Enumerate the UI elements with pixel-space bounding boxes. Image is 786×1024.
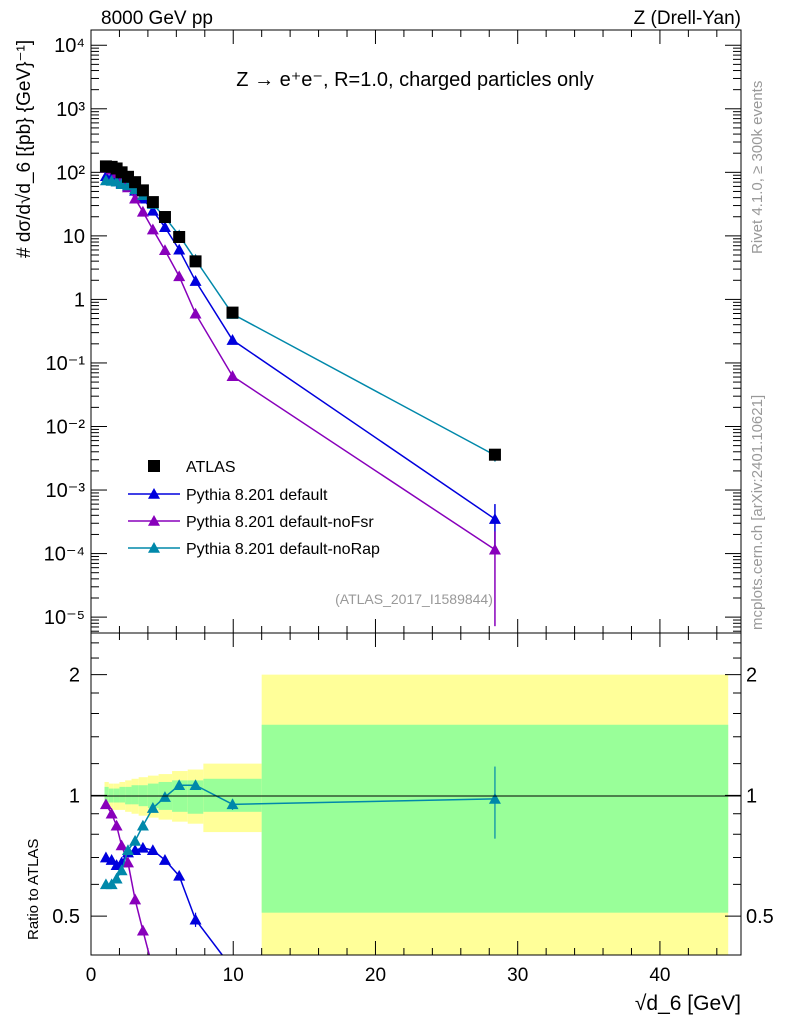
series-marker bbox=[488, 513, 501, 524]
ratio-segment bbox=[195, 784, 233, 805]
ratio-uncertainty-bands bbox=[104, 674, 729, 955]
ratio-marker bbox=[136, 924, 149, 936]
process-title: Z → e⁺e⁻, R=1.0, charged particles only bbox=[236, 69, 593, 91]
legend-label: Pythia 8.201 default-noFsr bbox=[186, 514, 374, 531]
ratio-tick-label-right: 0.5 bbox=[746, 906, 774, 928]
series-marker bbox=[173, 270, 186, 282]
ratio-marker bbox=[110, 819, 123, 831]
data-marker bbox=[189, 255, 202, 268]
band-stat bbox=[104, 786, 109, 803]
ratio-marker bbox=[158, 791, 171, 802]
ratio-marker bbox=[173, 779, 186, 791]
ratio-marker bbox=[115, 839, 128, 851]
data-marker bbox=[488, 448, 501, 461]
series-marker bbox=[146, 204, 159, 216]
series-marker bbox=[488, 543, 501, 555]
ratio-marker bbox=[226, 798, 239, 810]
y-tick-label: 10 bbox=[63, 226, 85, 248]
ratio-marker bbox=[158, 854, 171, 865]
ratio-segment bbox=[178, 875, 197, 920]
y-tick-label: 10⁴ bbox=[54, 35, 85, 57]
y-tick-label: 1 bbox=[74, 289, 85, 311]
series-marker bbox=[189, 307, 202, 319]
y-tick-label: 10² bbox=[56, 162, 85, 184]
ratio-segment bbox=[134, 899, 144, 931]
y-tick-label: 10⁻⁴ bbox=[44, 544, 85, 566]
y-tick-label: 10⁻⁵ bbox=[44, 607, 85, 629]
y-tick-label: 10⁻² bbox=[46, 416, 86, 438]
ratio-marker bbox=[136, 841, 149, 853]
legend-label: Pythia 8.201 default-noRap bbox=[186, 541, 380, 558]
ratio-y-axis-label: Ratio to ATLAS bbox=[25, 839, 42, 940]
x-tick-label: 0 bbox=[86, 965, 97, 986]
ratio-marker bbox=[189, 779, 202, 791]
legend-marker-atlas bbox=[148, 460, 160, 472]
ratio-tick-label: 2 bbox=[69, 665, 80, 687]
band-stat bbox=[119, 786, 126, 803]
y-tick-label: 10³ bbox=[56, 99, 85, 121]
series-marker bbox=[129, 192, 142, 204]
side-label-rivet: Rivet 4.1.0, ≥ 300k events bbox=[749, 81, 766, 254]
series-marker bbox=[189, 275, 202, 286]
legend-label-atlas: ATLAS bbox=[186, 459, 236, 476]
data-marker bbox=[136, 184, 149, 197]
analysis-id: (ATLAS_2017_I1589844) bbox=[335, 591, 493, 607]
legend-marker bbox=[148, 488, 160, 499]
ratio-marker bbox=[99, 798, 112, 810]
y-tick-label: 10⁻¹ bbox=[46, 353, 86, 375]
ratio-marker bbox=[105, 878, 118, 890]
axis-ticks: 0 10 20 30 40 10⁴ 10³ 10² 10 1 10⁻¹ 10⁻² 10⁻³ 10⁻⁴ 10⁻… bbox=[44, 30, 774, 986]
legend-label: Pythia 8.201 default bbox=[186, 487, 328, 504]
series-marker bbox=[158, 221, 171, 233]
header-left: 8000 GeV pp bbox=[101, 8, 213, 29]
series-marker bbox=[136, 205, 149, 217]
y-tick-label: 10⁻³ bbox=[46, 480, 86, 502]
ratio-marker bbox=[173, 869, 186, 881]
ratio-marker bbox=[146, 844, 159, 856]
data-marker bbox=[146, 196, 159, 209]
ratio-marker bbox=[129, 834, 142, 846]
series-marker bbox=[226, 334, 239, 345]
x-tick-label: 30 bbox=[507, 965, 528, 986]
ratio-tick-label-right: 1 bbox=[746, 785, 757, 807]
series-marker bbox=[173, 243, 186, 255]
ratio-marker bbox=[115, 864, 128, 876]
ratio-marker bbox=[121, 856, 134, 868]
ratio-marker bbox=[146, 802, 159, 813]
ratio-tick-label-right: 2 bbox=[746, 665, 757, 687]
ratio-segment bbox=[194, 919, 223, 956]
ratio-marker bbox=[189, 913, 202, 925]
ratio-marker bbox=[110, 872, 123, 884]
ratio-tick-label: 0.5 bbox=[52, 906, 80, 928]
band-stat bbox=[131, 785, 139, 805]
x-tick-label: 40 bbox=[649, 965, 670, 986]
ratio-marker bbox=[105, 807, 118, 819]
ratio-segment bbox=[127, 862, 136, 900]
ratio-marker bbox=[488, 792, 501, 804]
ratio-segment bbox=[232, 798, 495, 806]
data-marker bbox=[158, 211, 171, 224]
ratio-frame bbox=[90, 632, 742, 956]
header-right: Z (Drell-Yan) bbox=[634, 8, 741, 29]
series-marker bbox=[158, 244, 171, 256]
legend-marker bbox=[148, 542, 160, 553]
legend: ATLAS Pythia 8.201 default Pythia 8.201 de… bbox=[128, 459, 380, 558]
x-axis-label: √d_6 [GeV] bbox=[635, 992, 741, 1015]
ratio-tick-label: 1 bbox=[69, 785, 80, 807]
legend-marker bbox=[148, 515, 160, 526]
ratio-marker bbox=[136, 819, 149, 831]
ratio-marker bbox=[129, 893, 142, 905]
data-marker bbox=[226, 306, 239, 319]
side-label-mcplots: mcplots.cern.ch [arXiv:2401.10621] bbox=[749, 395, 766, 630]
data-marker bbox=[173, 230, 186, 243]
series-marker bbox=[226, 370, 239, 381]
x-tick-label: 10 bbox=[223, 965, 244, 986]
ratio-marker bbox=[105, 854, 118, 865]
series-marker bbox=[146, 223, 159, 235]
ratio-marker bbox=[121, 844, 134, 856]
data-marks bbox=[99, 160, 501, 956]
y-axis-label: # dσ/d√d_6 [{pb} {GeV}⁻¹] bbox=[14, 40, 35, 258]
x-tick-label: 20 bbox=[365, 965, 386, 986]
